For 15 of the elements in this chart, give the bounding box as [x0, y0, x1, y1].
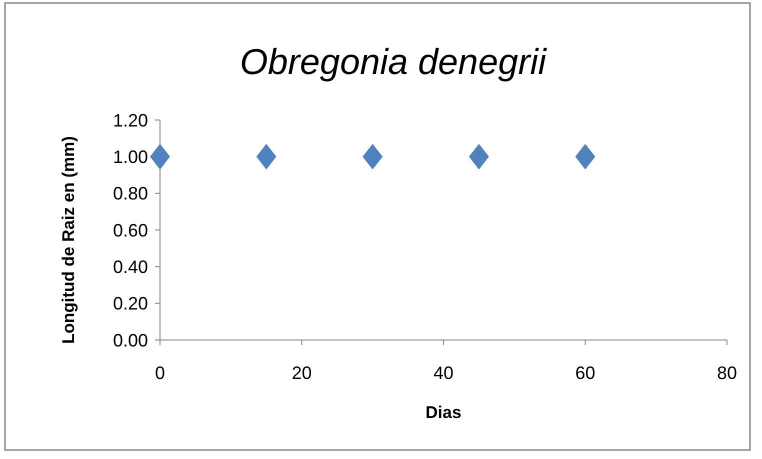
y-tick-label: 1.20: [112, 110, 148, 130]
x-tick-label: 60: [575, 363, 596, 383]
x-tick-label: 40: [433, 363, 454, 383]
x-tick-label: 0: [154, 363, 166, 383]
y-tick-label: 0.20: [112, 294, 148, 314]
y-tick-label: 0.80: [112, 184, 148, 204]
x-axis-title: Dias: [426, 403, 462, 422]
y-tick-label: 0.40: [112, 256, 148, 277]
x-tick-label: 20: [292, 363, 312, 383]
y-tick-label: 1.00: [112, 146, 148, 167]
y-tick-label: 0.00: [112, 330, 148, 350]
chart-title: Obregonia denegrii: [240, 41, 548, 82]
x-tick-label: 80: [716, 363, 738, 383]
y-axis-title: Longitud de Raiz en (mm): [59, 136, 78, 344]
y-tick-label: 0.60: [112, 220, 148, 240]
